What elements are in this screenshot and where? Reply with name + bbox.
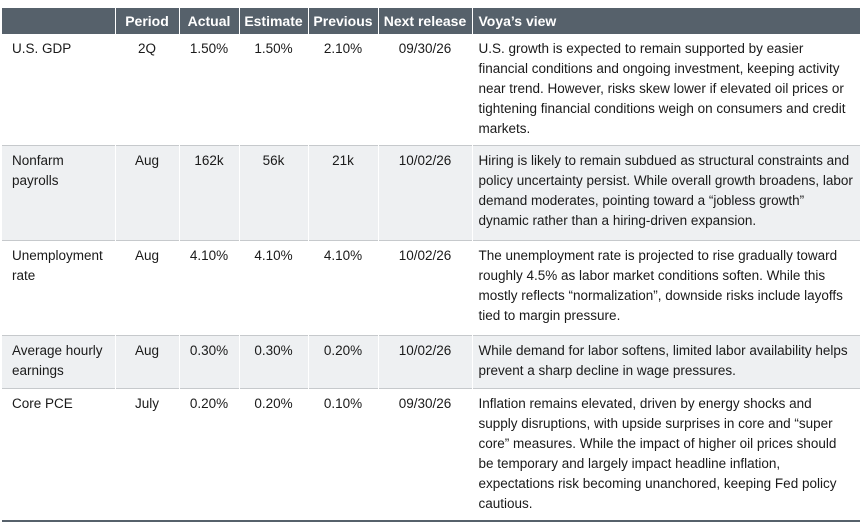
indicator-cell: U.S. GDP — [2, 34, 116, 146]
table-row: Core PCE July 0.20% 0.20% 0.10% 09/30/26… — [2, 388, 860, 521]
actual-cell: 0.30% — [179, 335, 240, 389]
previous-cell: 0.10% — [308, 388, 379, 521]
header-actual: Actual — [179, 8, 240, 34]
next-release-cell: 10/02/26 — [378, 240, 473, 336]
previous-cell: 0.20% — [308, 335, 379, 389]
table-row: Unemployment rate Aug 4.10% 4.10% 4.10% … — [2, 240, 860, 336]
header-next-release: Next release — [378, 8, 473, 34]
period-cell: Aug — [115, 240, 180, 336]
indicator-cell: Unemployment rate — [2, 240, 116, 336]
period-cell: July — [115, 388, 180, 521]
table-row: Average hourly earnings Aug 0.30% 0.30% … — [2, 335, 860, 389]
indicator-cell: Nonfarm payrolls — [2, 145, 116, 241]
header-previous: Previous — [308, 8, 379, 34]
table-header-row: Period Actual Estimate Previous Next rel… — [2, 8, 860, 34]
view-cell: U.S. growth is expected to remain suppor… — [478, 41, 846, 136]
view-cell: The unemployment rate is projected to ri… — [478, 248, 843, 323]
estimate-cell: 0.30% — [239, 335, 309, 389]
period-cell: Aug — [115, 335, 180, 389]
header-indicator — [2, 8, 116, 34]
previous-cell: 21k — [308, 145, 379, 241]
estimate-cell: 1.50% — [239, 34, 309, 146]
period-cell: Aug — [115, 145, 180, 241]
header-period: Period — [115, 8, 180, 34]
next-release-cell: 10/02/26 — [378, 335, 473, 389]
actual-cell: 1.50% — [179, 34, 240, 146]
next-release-cell: 09/30/26 — [378, 34, 473, 146]
header-estimate: Estimate — [239, 8, 309, 34]
table-row: U.S. GDP 2Q 1.50% 1.50% 2.10% 09/30/26 U… — [2, 34, 860, 146]
view-cell: While demand for labor softens, limited … — [472, 335, 860, 389]
indicator-cell: Core PCE — [2, 388, 116, 521]
view-cell: Inflation remains elevated, driven by en… — [478, 396, 837, 511]
actual-cell: 162k — [179, 145, 240, 241]
actual-cell: 4.10% — [179, 240, 240, 336]
economic-indicators-table: Period Actual Estimate Previous Next rel… — [2, 8, 860, 522]
estimate-cell: 4.10% — [239, 240, 309, 336]
period-cell: 2Q — [115, 34, 180, 146]
table-row: Nonfarm payrolls Aug 162k 56k 21k 10/02/… — [2, 145, 860, 241]
indicator-cell: Average hourly earnings — [2, 335, 116, 389]
next-release-cell: 10/02/26 — [378, 145, 473, 241]
view-cell: Hiring is likely to remain subdued as st… — [472, 145, 860, 241]
estimate-cell: 56k — [239, 145, 309, 241]
previous-cell: 2.10% — [308, 34, 379, 146]
estimate-cell: 0.20% — [239, 388, 309, 521]
actual-cell: 0.20% — [179, 388, 240, 521]
next-release-cell: 09/30/26 — [378, 388, 473, 521]
header-voya-view: Voya’s view — [472, 8, 860, 34]
previous-cell: 4.10% — [308, 240, 379, 336]
